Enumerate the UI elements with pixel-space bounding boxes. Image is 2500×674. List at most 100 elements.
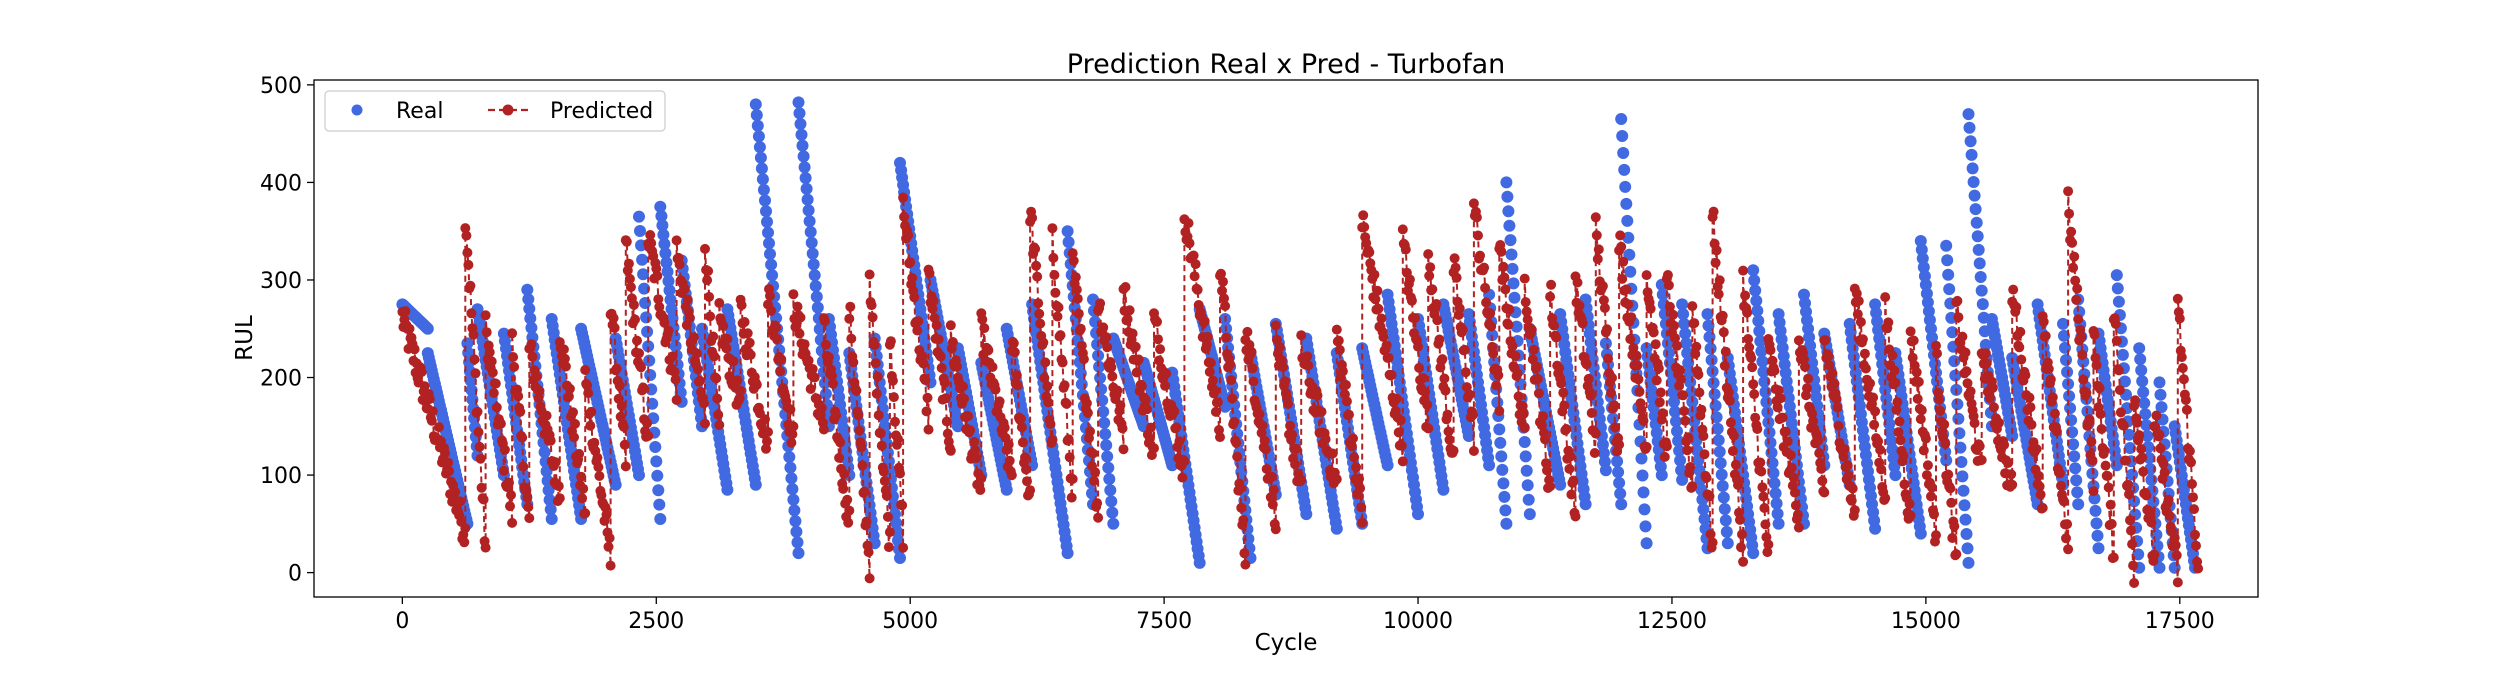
data-point-predicted [1034, 308, 1045, 319]
data-point-predicted [1926, 491, 1936, 502]
data-point-predicted [1494, 406, 1505, 416]
data-point-predicted [1728, 430, 1739, 441]
data-point-real [1769, 487, 1782, 500]
data-point-predicted [1943, 469, 1954, 480]
data-point-predicted [473, 427, 484, 438]
data-point-real [1921, 296, 1934, 309]
data-point-predicted [1626, 312, 1637, 323]
data-point-predicted [1641, 270, 1652, 281]
data-point-predicted [1444, 434, 1455, 445]
data-point-predicted [1694, 387, 1705, 398]
data-point-real [1942, 268, 1955, 281]
data-point-predicted [1460, 367, 1471, 378]
data-point-predicted [1216, 268, 1226, 279]
data-point-predicted [1519, 273, 1530, 284]
data-point-predicted [1078, 354, 1089, 365]
data-point-predicted [1280, 376, 1290, 387]
data-point-predicted [1072, 293, 1083, 304]
data-point-real [665, 303, 678, 315]
data-point-predicted [912, 325, 923, 336]
data-point-predicted [1016, 422, 1027, 433]
data-point-predicted [699, 398, 709, 409]
data-point-real [1962, 108, 1975, 121]
data-point-predicted [714, 420, 725, 430]
data-point-predicted [1572, 277, 1583, 288]
data-point-real [661, 265, 674, 278]
data-point-real [1709, 399, 1722, 412]
data-point-real [2153, 376, 2166, 389]
data-point-predicted [1303, 360, 1314, 371]
data-point-real [808, 269, 821, 282]
data-point-predicted [1347, 441, 1357, 452]
data-point-predicted [1875, 444, 1886, 455]
data-point-real [1670, 415, 1682, 428]
data-point-real [664, 293, 677, 306]
data-point-predicted [692, 364, 703, 375]
data-point-real [749, 478, 762, 491]
data-point-predicted [1890, 377, 1901, 388]
data-point-predicted [1414, 362, 1425, 373]
data-point-predicted [760, 414, 770, 425]
data-point-real [1752, 314, 1765, 327]
data-point-predicted [688, 332, 699, 343]
data-point-real [669, 340, 682, 353]
data-point-predicted [2099, 445, 2110, 456]
data-point-real [2136, 375, 2149, 388]
data-point-predicted [787, 429, 798, 440]
data-point-real [1668, 395, 1680, 408]
data-point-predicted [1586, 408, 1597, 418]
data-point-real [2168, 561, 2181, 574]
data-point-predicted [1670, 333, 1680, 344]
data-point-real [793, 107, 806, 120]
data-point-predicted [460, 223, 471, 234]
data-point-predicted [1664, 301, 1675, 312]
data-point-predicted [1648, 327, 1659, 338]
data-point-predicted [853, 410, 864, 421]
data-point-predicted [1491, 380, 1502, 391]
data-point-real [810, 290, 823, 303]
data-point-predicted [2062, 519, 2073, 530]
data-point-predicted [1068, 255, 1079, 266]
data-point-predicted [1711, 245, 1722, 256]
data-point-predicted [1829, 378, 1840, 389]
data-point-predicted [864, 269, 875, 280]
data-point-predicted [1823, 351, 1834, 362]
data-point-predicted [1090, 467, 1101, 478]
data-point-predicted [1756, 466, 1767, 477]
data-point-real [2110, 269, 2123, 282]
data-point-predicted [1493, 370, 1504, 381]
data-point-real [1715, 468, 1728, 481]
x-tick-label: 15000 [1891, 609, 1961, 634]
data-point-predicted [1179, 456, 1190, 467]
data-point-predicted [718, 321, 729, 331]
data-point-predicted [711, 373, 722, 384]
data-point-predicted [895, 468, 905, 479]
data-point-predicted [2146, 517, 2157, 528]
data-point-real [1747, 547, 1760, 560]
x-axis-label: Cycle [1255, 630, 1318, 656]
data-point-real [1061, 225, 1074, 238]
data-point-real [660, 256, 673, 269]
data-point-predicted [643, 430, 654, 441]
data-point-predicted [1625, 334, 1636, 345]
data-point-predicted [1021, 464, 1031, 475]
data-point-predicted [1423, 423, 1434, 434]
data-point-predicted [1793, 522, 1804, 533]
data-point-real [795, 128, 808, 141]
data-point-predicted [1689, 318, 1700, 329]
data-point-predicted [577, 493, 588, 504]
data-point-predicted [1678, 390, 1689, 401]
data-point-real [2134, 353, 2147, 366]
data-point-predicted [636, 362, 646, 373]
data-point-real [1520, 464, 1533, 477]
data-point-predicted [942, 428, 953, 439]
data-point-predicted [1680, 415, 1691, 426]
data-point-predicted [939, 377, 950, 388]
data-point-predicted [2016, 354, 2027, 365]
data-point-predicted [1782, 436, 1793, 447]
data-point-predicted [1040, 357, 1051, 368]
data-point-predicted [1404, 274, 1415, 285]
y-axis-label: RUL [232, 315, 258, 361]
data-point-predicted [1590, 212, 1601, 223]
